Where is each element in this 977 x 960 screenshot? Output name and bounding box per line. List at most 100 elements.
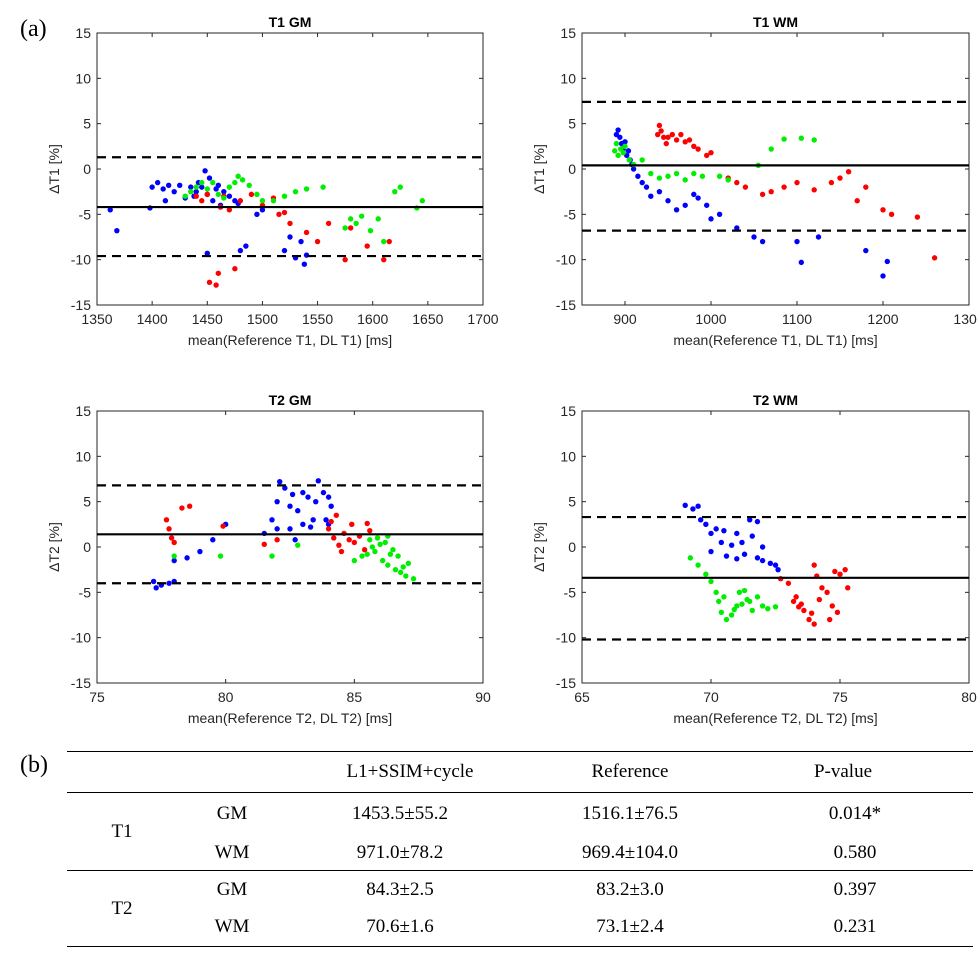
data-point [759, 544, 766, 550]
y-tick-label: -5 [564, 206, 577, 222]
data-point [678, 131, 684, 138]
data-point [691, 143, 697, 150]
data-point [796, 604, 802, 610]
data-point [282, 485, 288, 491]
data-point [237, 247, 244, 254]
data-point [235, 173, 241, 179]
table-cell: 0.014* [828, 803, 882, 824]
data-point [246, 182, 252, 189]
data-point [751, 234, 757, 240]
x-tick-label: 80 [961, 689, 977, 705]
series-green [611, 135, 817, 183]
panel-a-label: (a) [20, 16, 47, 42]
data-point [765, 605, 771, 612]
data-point [261, 541, 267, 547]
data-point [276, 211, 282, 218]
x-tick-label: 1650 [412, 311, 443, 327]
data-point [197, 548, 203, 555]
data-point [210, 198, 216, 204]
data-point [353, 220, 359, 227]
data-point [884, 258, 890, 265]
data-point [842, 566, 848, 573]
data-point [269, 553, 275, 559]
data-point [759, 191, 766, 198]
data-point [749, 607, 755, 614]
data-point [333, 512, 340, 518]
axes-box [96, 410, 484, 684]
data-point [342, 256, 348, 263]
y-tick-label: -15 [556, 675, 576, 691]
data-point [767, 560, 774, 567]
table-cell: 73.1±2.4 [596, 916, 664, 937]
data-point [635, 173, 641, 179]
data-point [747, 517, 753, 523]
table-header-rule [67, 792, 973, 793]
data-point [617, 134, 623, 140]
data-point [759, 603, 766, 609]
data-point [665, 198, 671, 204]
table-cell: 969.4±104.0 [582, 842, 678, 863]
data-point [220, 523, 226, 529]
data-point [648, 193, 654, 199]
data-point [379, 557, 386, 564]
data-point [315, 478, 322, 484]
data-point [697, 517, 704, 523]
y-tick-label: 15 [75, 25, 91, 41]
y-tick-label: 10 [560, 70, 576, 86]
y-tick-label: -15 [71, 297, 91, 313]
data-point [226, 193, 233, 199]
data-point [171, 557, 177, 564]
data-point [150, 578, 157, 585]
data-point [768, 146, 774, 152]
y-tick-label: 15 [560, 25, 576, 41]
data-point [888, 211, 895, 218]
data-point [382, 539, 388, 546]
y-tick-label: -10 [556, 630, 576, 646]
data-point [204, 250, 210, 257]
data-point [703, 521, 709, 528]
data-point [375, 216, 381, 222]
data-point [682, 177, 688, 183]
data-point [690, 506, 696, 512]
data-point [716, 211, 723, 218]
data-point [259, 207, 266, 213]
x-tick-label: 1550 [302, 311, 333, 327]
data-point [713, 589, 719, 596]
data-point [811, 187, 817, 193]
table-tissue: WM [214, 916, 250, 937]
data-point [880, 207, 886, 213]
data-point [374, 535, 381, 541]
table-cell: 0.231 [833, 916, 877, 937]
data-point [880, 273, 886, 279]
data-point [703, 571, 709, 577]
data-point [405, 560, 412, 567]
data-point [287, 526, 293, 532]
table-cell: 70.6±1.6 [366, 916, 434, 937]
data-point [281, 247, 288, 254]
data-point [221, 195, 227, 201]
plot-t2-wm: 65 70 75 80 -15 -10 -5 0 5 10 15 T2 WM mean(Referenc… [531, 392, 977, 726]
data-point [658, 128, 664, 134]
data-point [226, 207, 233, 213]
data-point [815, 234, 822, 240]
y-tick-label: -15 [556, 297, 576, 313]
data-point [301, 261, 308, 267]
data-point [171, 188, 177, 195]
data-point [736, 589, 743, 596]
plot-title: T1 GM [269, 14, 312, 30]
data-point [199, 198, 205, 204]
data-point [300, 521, 306, 528]
data-point [613, 140, 620, 147]
data-point [863, 247, 869, 254]
data-point [171, 539, 177, 546]
y-tick-label: 5 [568, 494, 576, 510]
data-point [931, 255, 938, 261]
table-tissue: WM [214, 842, 250, 863]
data-point [367, 537, 373, 543]
data-point [328, 503, 334, 509]
x-tick-label: 65 [574, 689, 590, 705]
data-point [202, 168, 208, 174]
data-point [287, 220, 293, 227]
data-point [397, 184, 403, 190]
data-point [199, 179, 205, 186]
